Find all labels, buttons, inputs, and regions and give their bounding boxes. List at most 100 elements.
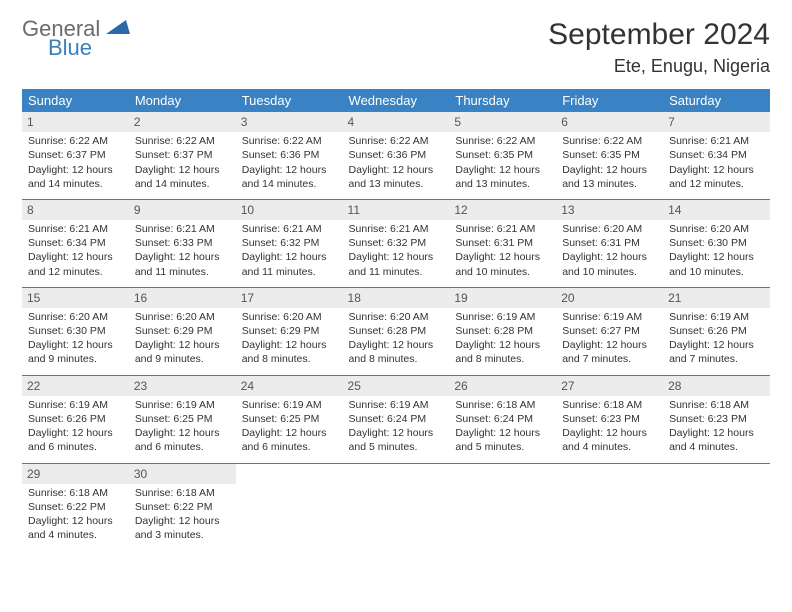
sunrise-text: Sunrise: 6:21 AM bbox=[28, 222, 123, 236]
calendar-day-cell: 9Sunrise: 6:21 AMSunset: 6:33 PMDaylight… bbox=[129, 199, 236, 287]
weekday-header: Wednesday bbox=[343, 89, 450, 112]
sunrise-text: Sunrise: 6:21 AM bbox=[669, 134, 764, 148]
sunrise-text: Sunrise: 6:22 AM bbox=[349, 134, 444, 148]
sunrise-text: Sunrise: 6:22 AM bbox=[28, 134, 123, 148]
day-info: Sunrise: 6:19 AMSunset: 6:24 PMDaylight:… bbox=[347, 398, 446, 455]
daylight-text: Daylight: 12 hours and 12 minutes. bbox=[28, 250, 123, 278]
day-number: 18 bbox=[343, 288, 450, 308]
sunset-text: Sunset: 6:35 PM bbox=[455, 148, 550, 162]
day-number: 17 bbox=[236, 288, 343, 308]
sunrise-text: Sunrise: 6:19 AM bbox=[455, 310, 550, 324]
sunrise-text: Sunrise: 6:22 AM bbox=[562, 134, 657, 148]
calendar-day-cell: 4Sunrise: 6:22 AMSunset: 6:36 PMDaylight… bbox=[343, 112, 450, 199]
sunset-text: Sunset: 6:36 PM bbox=[349, 148, 444, 162]
day-info: Sunrise: 6:18 AMSunset: 6:23 PMDaylight:… bbox=[667, 398, 766, 455]
calendar-empty-cell bbox=[556, 463, 663, 550]
day-number: 22 bbox=[22, 376, 129, 396]
day-number: 15 bbox=[22, 288, 129, 308]
day-number: 27 bbox=[556, 376, 663, 396]
day-number: 4 bbox=[343, 112, 450, 132]
weekday-header: Sunday bbox=[22, 89, 129, 112]
sunrise-text: Sunrise: 6:20 AM bbox=[349, 310, 444, 324]
day-number: 8 bbox=[22, 200, 129, 220]
day-info: Sunrise: 6:18 AMSunset: 6:22 PMDaylight:… bbox=[133, 486, 232, 543]
day-info: Sunrise: 6:22 AMSunset: 6:35 PMDaylight:… bbox=[453, 134, 552, 191]
daylight-text: Daylight: 12 hours and 7 minutes. bbox=[669, 338, 764, 366]
daylight-text: Daylight: 12 hours and 14 minutes. bbox=[28, 163, 123, 191]
sunset-text: Sunset: 6:30 PM bbox=[669, 236, 764, 250]
day-number: 24 bbox=[236, 376, 343, 396]
calendar-week-row: 29Sunrise: 6:18 AMSunset: 6:22 PMDayligh… bbox=[22, 463, 770, 550]
day-info: Sunrise: 6:18 AMSunset: 6:23 PMDaylight:… bbox=[560, 398, 659, 455]
sunset-text: Sunset: 6:37 PM bbox=[135, 148, 230, 162]
calendar-body: 1Sunrise: 6:22 AMSunset: 6:37 PMDaylight… bbox=[22, 112, 770, 550]
day-number: 1 bbox=[22, 112, 129, 132]
calendar-empty-cell bbox=[449, 463, 556, 550]
daylight-text: Daylight: 12 hours and 12 minutes. bbox=[669, 163, 764, 191]
daylight-text: Daylight: 12 hours and 4 minutes. bbox=[562, 426, 657, 454]
location-text: Ete, Enugu, Nigeria bbox=[548, 56, 770, 77]
month-title: September 2024 bbox=[548, 18, 770, 52]
daylight-text: Daylight: 12 hours and 5 minutes. bbox=[349, 426, 444, 454]
day-number: 16 bbox=[129, 288, 236, 308]
daylight-text: Daylight: 12 hours and 6 minutes. bbox=[135, 426, 230, 454]
calendar-day-cell: 23Sunrise: 6:19 AMSunset: 6:25 PMDayligh… bbox=[129, 375, 236, 463]
sunset-text: Sunset: 6:35 PM bbox=[562, 148, 657, 162]
day-info: Sunrise: 6:18 AMSunset: 6:22 PMDaylight:… bbox=[26, 486, 125, 543]
sunset-text: Sunset: 6:36 PM bbox=[242, 148, 337, 162]
daylight-text: Daylight: 12 hours and 13 minutes. bbox=[562, 163, 657, 191]
daylight-text: Daylight: 12 hours and 9 minutes. bbox=[135, 338, 230, 366]
day-number: 28 bbox=[663, 376, 770, 396]
calendar-week-row: 1Sunrise: 6:22 AMSunset: 6:37 PMDaylight… bbox=[22, 112, 770, 199]
day-info: Sunrise: 6:22 AMSunset: 6:37 PMDaylight:… bbox=[26, 134, 125, 191]
day-info: Sunrise: 6:19 AMSunset: 6:26 PMDaylight:… bbox=[667, 310, 766, 367]
weekday-header: Thursday bbox=[449, 89, 556, 112]
sunrise-text: Sunrise: 6:20 AM bbox=[562, 222, 657, 236]
daylight-text: Daylight: 12 hours and 8 minutes. bbox=[349, 338, 444, 366]
day-info: Sunrise: 6:20 AMSunset: 6:28 PMDaylight:… bbox=[347, 310, 446, 367]
day-number: 20 bbox=[556, 288, 663, 308]
weekday-header: Tuesday bbox=[236, 89, 343, 112]
day-info: Sunrise: 6:22 AMSunset: 6:37 PMDaylight:… bbox=[133, 134, 232, 191]
calendar-day-cell: 27Sunrise: 6:18 AMSunset: 6:23 PMDayligh… bbox=[556, 375, 663, 463]
daylight-text: Daylight: 12 hours and 6 minutes. bbox=[242, 426, 337, 454]
day-number: 19 bbox=[449, 288, 556, 308]
daylight-text: Daylight: 12 hours and 11 minutes. bbox=[135, 250, 230, 278]
day-number: 9 bbox=[129, 200, 236, 220]
calendar-empty-cell bbox=[663, 463, 770, 550]
sunset-text: Sunset: 6:22 PM bbox=[28, 500, 123, 514]
daylight-text: Daylight: 12 hours and 14 minutes. bbox=[135, 163, 230, 191]
logo: General Blue bbox=[22, 18, 132, 59]
day-number: 12 bbox=[449, 200, 556, 220]
sunset-text: Sunset: 6:32 PM bbox=[349, 236, 444, 250]
daylight-text: Daylight: 12 hours and 11 minutes. bbox=[349, 250, 444, 278]
calendar-day-cell: 24Sunrise: 6:19 AMSunset: 6:25 PMDayligh… bbox=[236, 375, 343, 463]
sunset-text: Sunset: 6:32 PM bbox=[242, 236, 337, 250]
daylight-text: Daylight: 12 hours and 3 minutes. bbox=[135, 514, 230, 542]
calendar-day-cell: 26Sunrise: 6:18 AMSunset: 6:24 PMDayligh… bbox=[449, 375, 556, 463]
calendar-day-cell: 5Sunrise: 6:22 AMSunset: 6:35 PMDaylight… bbox=[449, 112, 556, 199]
sunrise-text: Sunrise: 6:21 AM bbox=[242, 222, 337, 236]
day-info: Sunrise: 6:18 AMSunset: 6:24 PMDaylight:… bbox=[453, 398, 552, 455]
weekday-header: Saturday bbox=[663, 89, 770, 112]
day-info: Sunrise: 6:19 AMSunset: 6:25 PMDaylight:… bbox=[240, 398, 339, 455]
calendar-day-cell: 3Sunrise: 6:22 AMSunset: 6:36 PMDaylight… bbox=[236, 112, 343, 199]
day-info: Sunrise: 6:19 AMSunset: 6:27 PMDaylight:… bbox=[560, 310, 659, 367]
sunset-text: Sunset: 6:26 PM bbox=[28, 412, 123, 426]
day-info: Sunrise: 6:22 AMSunset: 6:36 PMDaylight:… bbox=[347, 134, 446, 191]
sunset-text: Sunset: 6:30 PM bbox=[28, 324, 123, 338]
sunset-text: Sunset: 6:26 PM bbox=[669, 324, 764, 338]
day-number: 23 bbox=[129, 376, 236, 396]
sunrise-text: Sunrise: 6:19 AM bbox=[28, 398, 123, 412]
sunset-text: Sunset: 6:34 PM bbox=[669, 148, 764, 162]
sunset-text: Sunset: 6:28 PM bbox=[455, 324, 550, 338]
day-info: Sunrise: 6:21 AMSunset: 6:33 PMDaylight:… bbox=[133, 222, 232, 279]
day-number: 26 bbox=[449, 376, 556, 396]
day-info: Sunrise: 6:20 AMSunset: 6:29 PMDaylight:… bbox=[240, 310, 339, 367]
sunrise-text: Sunrise: 6:20 AM bbox=[669, 222, 764, 236]
sunset-text: Sunset: 6:34 PM bbox=[28, 236, 123, 250]
day-info: Sunrise: 6:20 AMSunset: 6:30 PMDaylight:… bbox=[26, 310, 125, 367]
sunset-text: Sunset: 6:24 PM bbox=[455, 412, 550, 426]
daylight-text: Daylight: 12 hours and 4 minutes. bbox=[669, 426, 764, 454]
sunrise-text: Sunrise: 6:18 AM bbox=[455, 398, 550, 412]
